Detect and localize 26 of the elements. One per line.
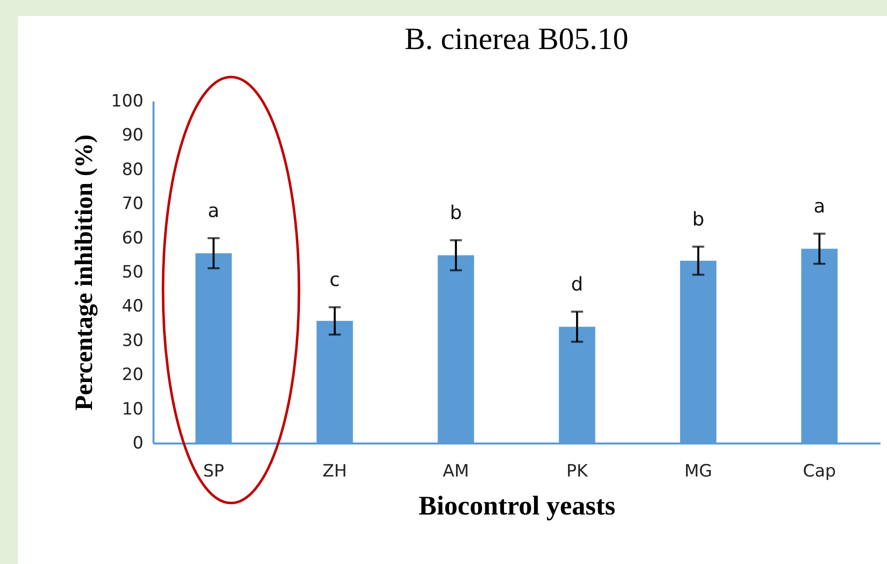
annotation: a	[814, 196, 826, 218]
annotation: b	[692, 208, 704, 231]
x-tick-label: Cap	[802, 462, 836, 482]
y-tick-label: 10	[122, 399, 144, 420]
y-tick-label: 0	[132, 434, 144, 454]
chart-title: B. cinerea B05.10	[404, 21, 628, 56]
x-tick-label: SP	[203, 462, 224, 482]
annotation: d	[571, 274, 584, 296]
y-tick-label: 100	[111, 92, 144, 112]
y-tick-label: 60	[122, 228, 144, 248]
x-tick-label: MG	[684, 462, 712, 482]
y-axis-title: Percentage inhibition (%)	[71, 134, 98, 410]
annotation: b	[450, 202, 462, 224]
y-tick-label: 20	[122, 365, 144, 386]
y-tick-label: 70	[122, 194, 144, 214]
y-tick-label: 50	[122, 262, 144, 282]
x-tick-label: ZH	[322, 462, 347, 482]
x-tick-label: AM	[442, 462, 470, 482]
annotation: c	[330, 269, 340, 292]
x-tick-label: PK	[566, 462, 589, 482]
annotation: a	[208, 200, 220, 222]
y-tick-label: 30	[122, 330, 144, 351]
y-tick-label: 40	[122, 296, 144, 317]
x-axis-title: Biocontrol yeasts	[418, 490, 616, 520]
y-tick-label: 90	[122, 126, 144, 146]
y-tick-label: 80	[122, 160, 144, 180]
